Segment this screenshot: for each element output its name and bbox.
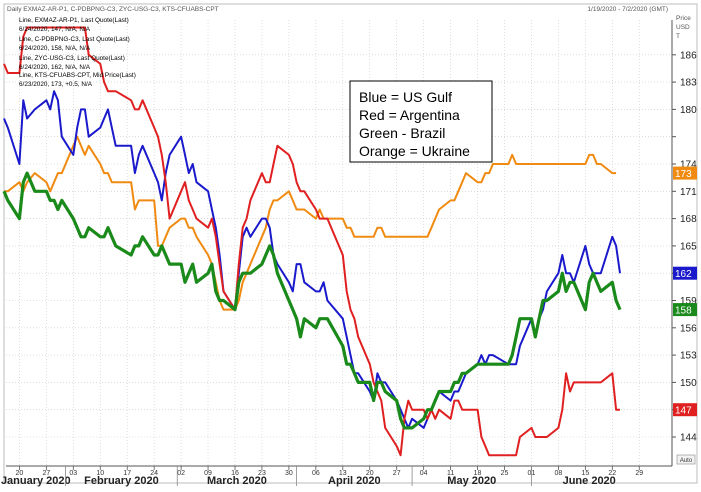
last-value-labels: 162 147 158 173 <box>673 166 697 417</box>
x-tick-label: 30 <box>285 470 293 477</box>
legend-blue-line1: Line, ZYC-USG-C3, Last Quote(Last) <box>19 55 125 62</box>
x-tick-label: 29 <box>635 470 643 477</box>
legend-green-line2: 6/24/2020, 158, N/A, N/A <box>19 45 91 52</box>
series-layer <box>2 26 622 457</box>
y-axis-ticks: 144 150 153 156 159 165 168 171 174 180 183 186 <box>672 50 697 444</box>
x-tick-label: 04 <box>420 470 428 477</box>
x-tick-label: 25 <box>501 470 509 477</box>
x-tick-label: 23 <box>258 470 266 477</box>
annotation-line-red: Red = Argentina <box>359 107 460 123</box>
y-tick-label: 183 <box>680 78 697 89</box>
last-value-badge: 162 <box>673 266 697 280</box>
x-tick-label: 09 <box>204 470 212 477</box>
y-tick-label: 153 <box>680 351 697 362</box>
y-tick-label: 165 <box>680 241 697 252</box>
x-tick-label: 06 <box>312 470 320 477</box>
y-tick-label: 159 <box>680 296 697 307</box>
annotation-line-blue: Blue = US Gulf <box>359 89 452 105</box>
x-tick-label: 24 <box>150 470 158 477</box>
auto-scale-label: Auto <box>680 458 693 464</box>
x-tick-label: 18 <box>474 470 482 477</box>
month-label: January 2020 <box>1 475 71 487</box>
x-tick-label: 17 <box>123 470 131 477</box>
last-value-label: 162 <box>675 269 692 280</box>
x-tick-label: 08 <box>555 470 563 477</box>
annotation-line-orange: Orange = Ukraine <box>359 143 470 159</box>
y-tick-label: 174 <box>680 160 697 171</box>
chart-header-title: Daily EXMAZ-AR-P1, C-PDBPNG-C3, ZYC-USG-… <box>7 6 219 13</box>
legend-green-line1: Line, C-PDBPNG-C3, Last Quote(Last) <box>19 36 130 43</box>
legend-red-line2: 6/24/2020, 147, N/A, N/A <box>19 26 91 33</box>
auto-scale-button[interactable]: Auto <box>676 454 696 465</box>
last-value-label: 173 <box>675 169 692 180</box>
x-tick-label: 27 <box>393 470 401 477</box>
x-tick-label: 27 <box>42 470 50 477</box>
last-value-badge: 147 <box>673 403 697 417</box>
y-tick-label: 180 <box>680 105 697 116</box>
y-tick-label: 168 <box>680 214 697 225</box>
y-axis-unit-line2: USD <box>676 24 690 31</box>
y-axis-unit-line1: Price <box>676 15 691 22</box>
x-tick-label: 16 <box>231 470 239 477</box>
chart-legend: Line, EXMAZ-AR-P1, Last Quote(Last) 6/24… <box>19 17 136 88</box>
x-tick-label: 11 <box>447 470 454 477</box>
series-line-1a8a1a <box>2 171 622 430</box>
series-line-1a1acc <box>3 90 621 429</box>
month-label: March 2020 <box>207 475 267 487</box>
x-tick-label: 13 <box>339 470 347 477</box>
y-tick-label: 186 <box>680 50 697 61</box>
month-label: February 2020 <box>84 475 159 487</box>
series-line-e02020 <box>3 26 620 457</box>
x-axis-months: January 2020 February 2020 March 2020 April… <box>1 466 616 487</box>
y-tick-label: 150 <box>680 378 697 389</box>
legend-orange-line2: 6/23/2020, 173, +0.5, N/A <box>19 81 93 88</box>
y-axis-unit-line3: T <box>676 33 680 40</box>
last-value-label: 147 <box>675 406 692 417</box>
annotation-line-green: Green - Brazil <box>359 125 445 141</box>
x-axis-ticks: 20 27 03 10 17 24 02 09 16 23 30 06 13 20 27 04 11 18 25 01… <box>16 466 643 477</box>
month-label: May 2020 <box>447 475 496 487</box>
chart-frame <box>3 3 698 484</box>
series-line-f08a10 <box>4 135 617 311</box>
x-tick-label: 22 <box>608 470 616 477</box>
x-tick-label: 15 <box>581 470 589 477</box>
x-tick-label: 20 <box>16 470 24 477</box>
x-tick-label: 20 <box>366 470 374 477</box>
annotation-box: Blue = US Gulf Red = Argentina Green - B… <box>349 80 493 163</box>
last-value-badge: 158 <box>673 303 697 317</box>
legend-orange-line1: Line, KTS-CFUABS-CPT, Mid Price(Last) <box>19 72 136 79</box>
last-value-label: 158 <box>675 306 692 317</box>
last-value-badge: 173 <box>673 166 697 180</box>
x-tick-label: 03 <box>69 470 77 477</box>
month-label: April 2020 <box>328 475 381 487</box>
chart-header-range: 1/19/2020 - 7/2/2020 (GMT) <box>587 6 668 13</box>
x-tick-label: 10 <box>96 470 104 477</box>
x-tick-label: 02 <box>177 470 185 477</box>
y-tick-label: 156 <box>680 323 697 334</box>
month-label: June 2020 <box>563 475 616 487</box>
y-tick-label: 144 <box>680 433 697 444</box>
y-tick-label: 171 <box>680 187 697 198</box>
legend-blue-line2: 6/24/2020, 162, N/A, N/A <box>19 64 91 71</box>
legend-red-line1: Line, EXMAZ-AR-P1, Last Quote(Last) <box>19 17 129 24</box>
